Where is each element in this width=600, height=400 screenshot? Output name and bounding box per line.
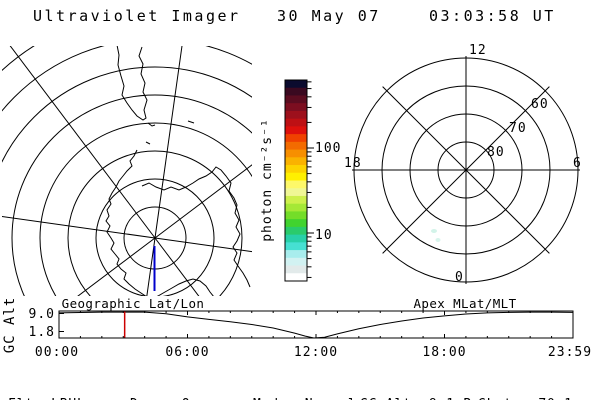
latitude-circle [67, 150, 243, 296]
status-mode-dsp: Mode: Normal Dsp: −2.6 [253, 362, 357, 400]
colorbar-band [285, 195, 307, 205]
colorbar-band [285, 234, 307, 243]
y-tick-label-9: 9.0 [29, 307, 55, 322]
colorbar: 100 10 photon cm⁻²s⁻¹ [260, 79, 341, 282]
colorbar-band [285, 219, 307, 228]
island-coastline [187, 120, 195, 124]
colorbar-band [285, 149, 307, 158]
antarctica-coastline [156, 278, 214, 296]
meridian-line [77, 237, 156, 296]
x-tick-label-1800: 18:00 [422, 345, 466, 360]
meridian-line [154, 237, 252, 253]
colorbar-band [285, 141, 307, 151]
colorbar-band [285, 80, 307, 89]
colorbar-band [285, 134, 307, 143]
status-glat-glon: GLat: −70.1 GLon: 288.8 [478, 362, 573, 400]
status-flt-ip: Flt: LBHL IP: 36.0 [8, 362, 86, 400]
y-tick-label-1-8: 1.8 [29, 325, 55, 340]
page-title: Ultraviolet Imager [33, 7, 241, 25]
gc-alt-curve [58, 311, 573, 339]
status-door-gain: Door: Open Gain: 14 [130, 362, 216, 400]
timeline-panel: 9.0 1.8 GC Alt 00:00 06:00 12:00 18:00 2… [2, 297, 592, 360]
antarctica-coastline [141, 166, 251, 288]
x-tick-label-1200: 12:00 [294, 345, 338, 360]
geographic-map [2, 46, 252, 296]
colorbar-band [285, 257, 307, 267]
colorbar-band [285, 157, 307, 166]
geo-map-title: Geographic Lat/Lon [62, 296, 205, 311]
colorbar-band [285, 188, 307, 197]
mlt-label-12: 12 [469, 43, 487, 58]
colorbar-outline [284, 79, 308, 282]
status-gc-alt: GC Alt: 9.1 Re [360, 396, 481, 400]
meridian-line [154, 164, 252, 239]
colorbar-band [285, 226, 307, 236]
colorbar-band [285, 95, 307, 104]
meridian-line [2, 215, 156, 239]
colorbar-tick-label-100: 100 [315, 141, 341, 156]
colorbar-band [285, 242, 307, 251]
island-coastline [145, 141, 151, 145]
colorbar-band [285, 273, 307, 282]
meridian-line [146, 237, 156, 296]
status-mode: Mode: Normal [253, 396, 357, 400]
colorbar-band [285, 110, 307, 120]
colorbar-band [285, 118, 307, 127]
gc-alt-axis-label: GC Alt [2, 297, 18, 354]
colorbar-band [285, 103, 307, 112]
latitude-circle [39, 122, 252, 296]
colorbar-ticks [307, 81, 314, 278]
colorbar-band [285, 87, 307, 96]
lat-lon-grid [2, 46, 252, 296]
colorbar-band [285, 180, 307, 189]
header-date: 30 May 07 [277, 7, 381, 25]
colorbar-band [285, 172, 307, 181]
polar-plot-title: Apex MLat/MLT [413, 296, 516, 311]
meridian-line [9, 46, 156, 239]
colorbar-tick-label-10: 10 [315, 228, 333, 243]
status-flt: Flt: LBHL [8, 396, 86, 400]
timeline-box [58, 310, 574, 339]
colorbar-bands [285, 80, 307, 282]
colorbar-band [285, 265, 307, 274]
x-tick-label-0000: 00:00 [35, 345, 79, 360]
colorbar-band [285, 165, 307, 174]
mlt-label-0: 0 [455, 270, 464, 285]
meridian-line [154, 46, 183, 239]
apex-polar-plot: 12 18 6 0 60 70 80 [344, 43, 582, 285]
latitude-circle [2, 46, 35, 72]
colorbar-band [285, 211, 307, 220]
mlt-axis-diagonal [382, 86, 550, 254]
latitude-circle [2, 66, 252, 163]
faint-emission-smudge [431, 229, 437, 233]
mlt-label-6: 6 [573, 156, 582, 171]
faint-emission-smudge [435, 238, 441, 242]
colorbar-band [285, 203, 307, 212]
header-time-ut: 03:03:58 UT [429, 7, 556, 25]
colorbar-band [285, 126, 307, 135]
antarctic-peninsula-coastline [105, 149, 147, 296]
mlt-label-18: 18 [344, 156, 362, 171]
latitude-circle [95, 178, 215, 296]
timeline-ticks [59, 311, 553, 338]
south-america-coastline [116, 46, 148, 121]
mlat-label-70: 70 [509, 121, 527, 136]
status-gcalt-seq: GC Alt: 9.1 Re Seq: 39 [360, 362, 481, 400]
x-tick-label-2359: 23:59 [548, 345, 592, 360]
colorbar-band [285, 250, 307, 259]
mlat-label-80: 80 [487, 145, 505, 160]
island-coastline [147, 122, 156, 127]
x-tick-label-0600: 06:00 [165, 345, 209, 360]
latitude-circle [11, 94, 252, 296]
status-glat: GLat: −70.1 [478, 396, 573, 400]
status-door: Door: Open [130, 396, 216, 400]
meridian-line [154, 237, 200, 296]
mlat-label-60: 60 [531, 97, 549, 112]
colorbar-units-label: photon cm⁻²s⁻¹ [260, 118, 275, 242]
